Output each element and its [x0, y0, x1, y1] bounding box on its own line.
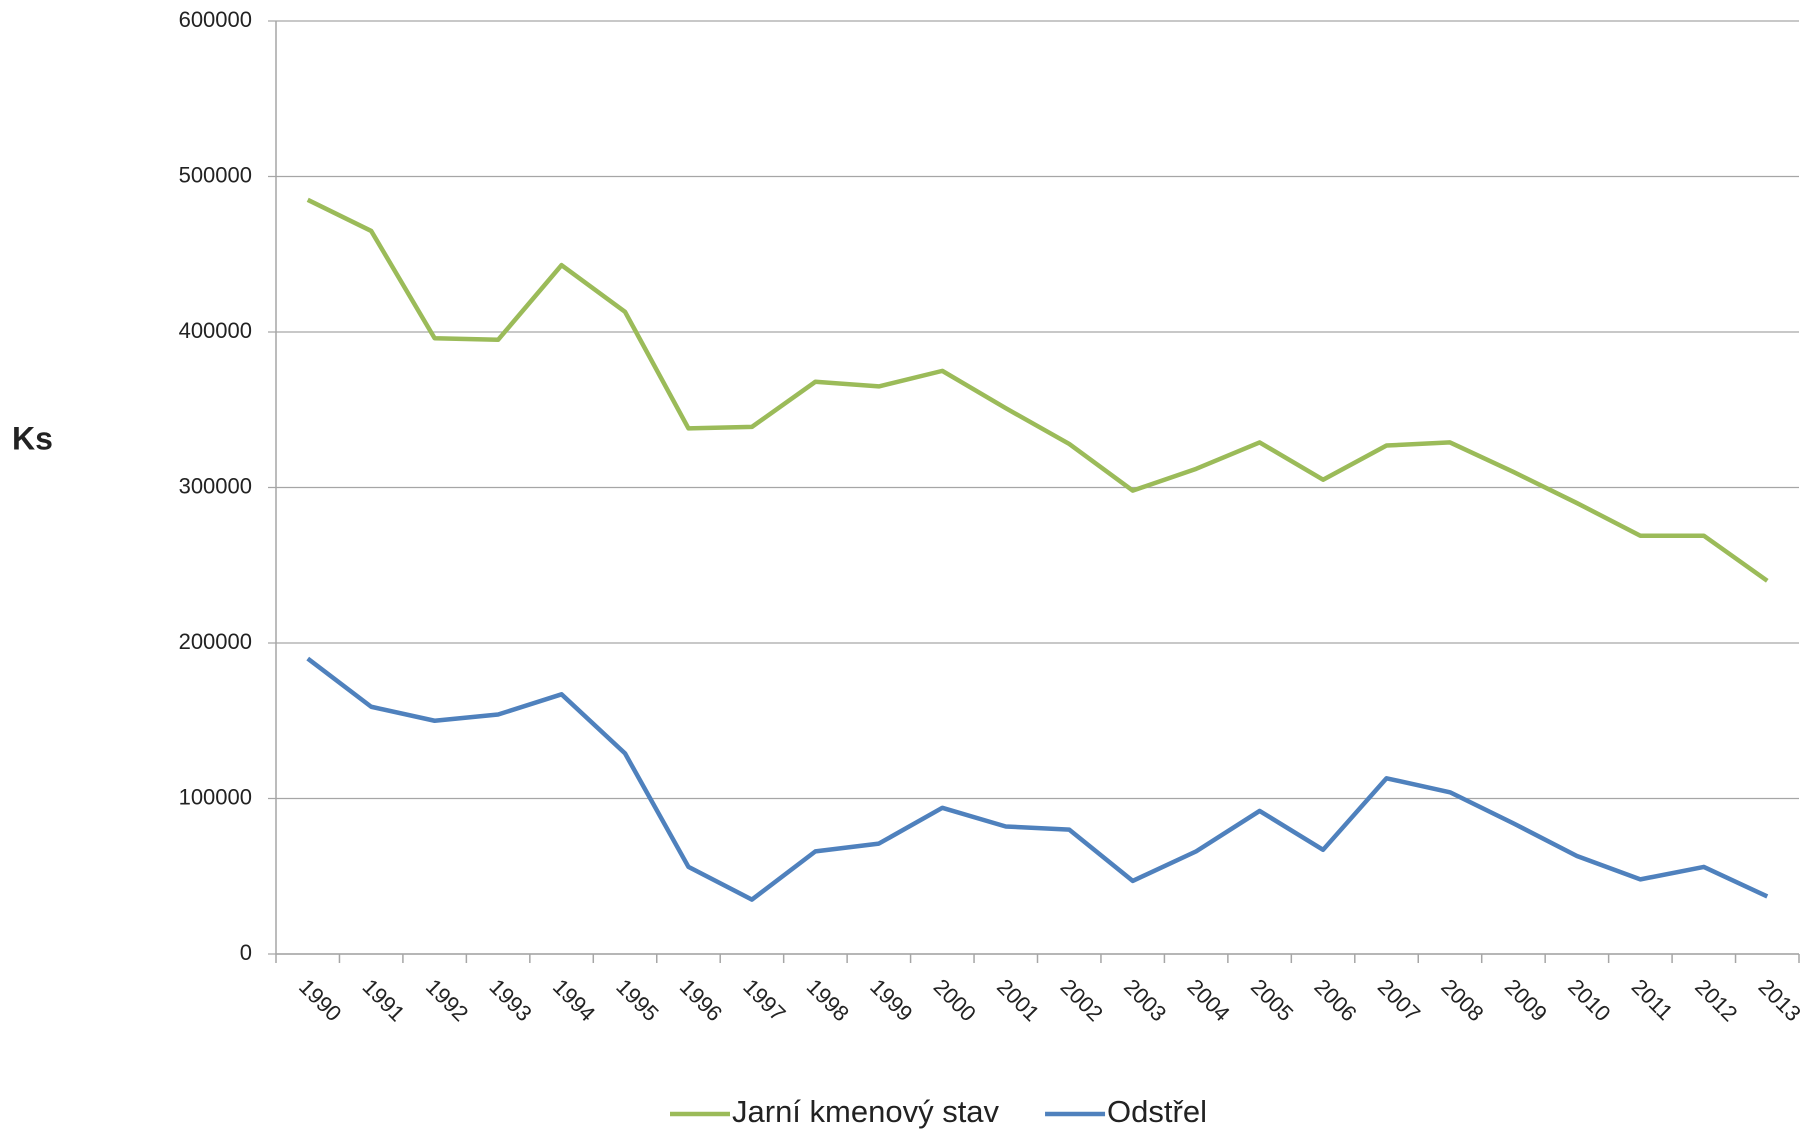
x-tick-label: 2007	[1373, 974, 1425, 1026]
x-tick-label: 2005	[1246, 974, 1298, 1026]
x-tick-label: 2013	[1754, 974, 1806, 1026]
x-tick-label: 2011	[1627, 974, 1678, 1025]
y-axis-label: Ks	[12, 420, 53, 456]
line-series	[306, 656, 1769, 902]
x-tick-label: 1996	[675, 974, 727, 1026]
x-tick-label: 1991	[358, 974, 410, 1026]
x-tick-label: 1992	[421, 974, 473, 1026]
x-tick-label: 2000	[929, 974, 981, 1026]
x-tick-label: 1995	[611, 974, 663, 1026]
y-tick-label: 300000	[179, 473, 252, 498]
x-tick-label: 2008	[1436, 974, 1488, 1026]
x-tick-label: 1990	[294, 974, 346, 1026]
x-tick-label: 2003	[1119, 974, 1171, 1026]
x-tick-label: 1994	[548, 974, 600, 1026]
x-tick-label: 2010	[1563, 974, 1615, 1026]
x-tick-label: 1999	[865, 974, 917, 1026]
x-tick-label: 1993	[484, 974, 536, 1026]
x-tick-label: 2004	[1183, 974, 1235, 1026]
legend-label: Odstřel	[1107, 1094, 1207, 1129]
y-tick-label: 100000	[179, 784, 252, 809]
y-tick-label: 600000	[179, 7, 252, 32]
y-tick-label: 200000	[179, 629, 252, 654]
x-tick-label: 2001	[992, 974, 1044, 1026]
x-tick-label: 1998	[802, 974, 854, 1026]
x-tick-label: 1997	[738, 974, 790, 1026]
x-tick-label: 2006	[1309, 974, 1361, 1026]
y-tick-label: 500000	[179, 162, 252, 187]
x-tick-label: 2009	[1500, 974, 1552, 1026]
y-tick-label: 0	[240, 940, 252, 965]
x-tick-label: 2002	[1056, 974, 1108, 1026]
y-tick-label: 400000	[179, 318, 252, 343]
line-series	[306, 197, 1769, 583]
legend-label: Jarní kmenový stav	[732, 1094, 1000, 1129]
x-tick-label: 2012	[1690, 974, 1742, 1026]
